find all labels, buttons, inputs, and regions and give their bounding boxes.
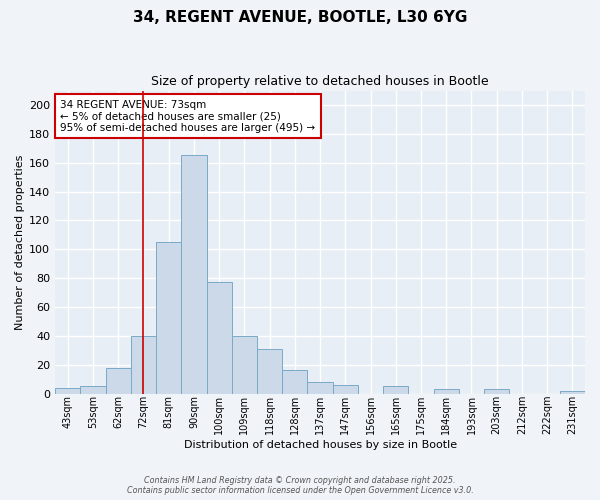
Y-axis label: Number of detached properties: Number of detached properties — [15, 154, 25, 330]
Bar — [332, 385, 358, 394]
Bar — [282, 370, 307, 394]
Bar — [206, 282, 232, 394]
Bar — [484, 389, 509, 394]
Bar — [232, 336, 257, 394]
Text: 34, REGENT AVENUE, BOOTLE, L30 6YG: 34, REGENT AVENUE, BOOTLE, L30 6YG — [133, 10, 467, 25]
Text: 34 REGENT AVENUE: 73sqm
← 5% of detached houses are smaller (25)
95% of semi-det: 34 REGENT AVENUE: 73sqm ← 5% of detached… — [61, 100, 316, 133]
Bar — [80, 386, 106, 394]
Bar — [307, 382, 332, 394]
Bar — [131, 336, 156, 394]
Bar — [106, 368, 131, 394]
Bar — [181, 156, 206, 394]
Bar — [560, 390, 585, 394]
Bar — [55, 388, 80, 394]
X-axis label: Distribution of detached houses by size in Bootle: Distribution of detached houses by size … — [184, 440, 457, 450]
Bar — [434, 389, 459, 394]
Text: Contains HM Land Registry data © Crown copyright and database right 2025.
Contai: Contains HM Land Registry data © Crown c… — [127, 476, 473, 495]
Title: Size of property relative to detached houses in Bootle: Size of property relative to detached ho… — [151, 75, 489, 88]
Bar — [156, 242, 181, 394]
Bar — [257, 349, 282, 394]
Bar — [383, 386, 409, 394]
